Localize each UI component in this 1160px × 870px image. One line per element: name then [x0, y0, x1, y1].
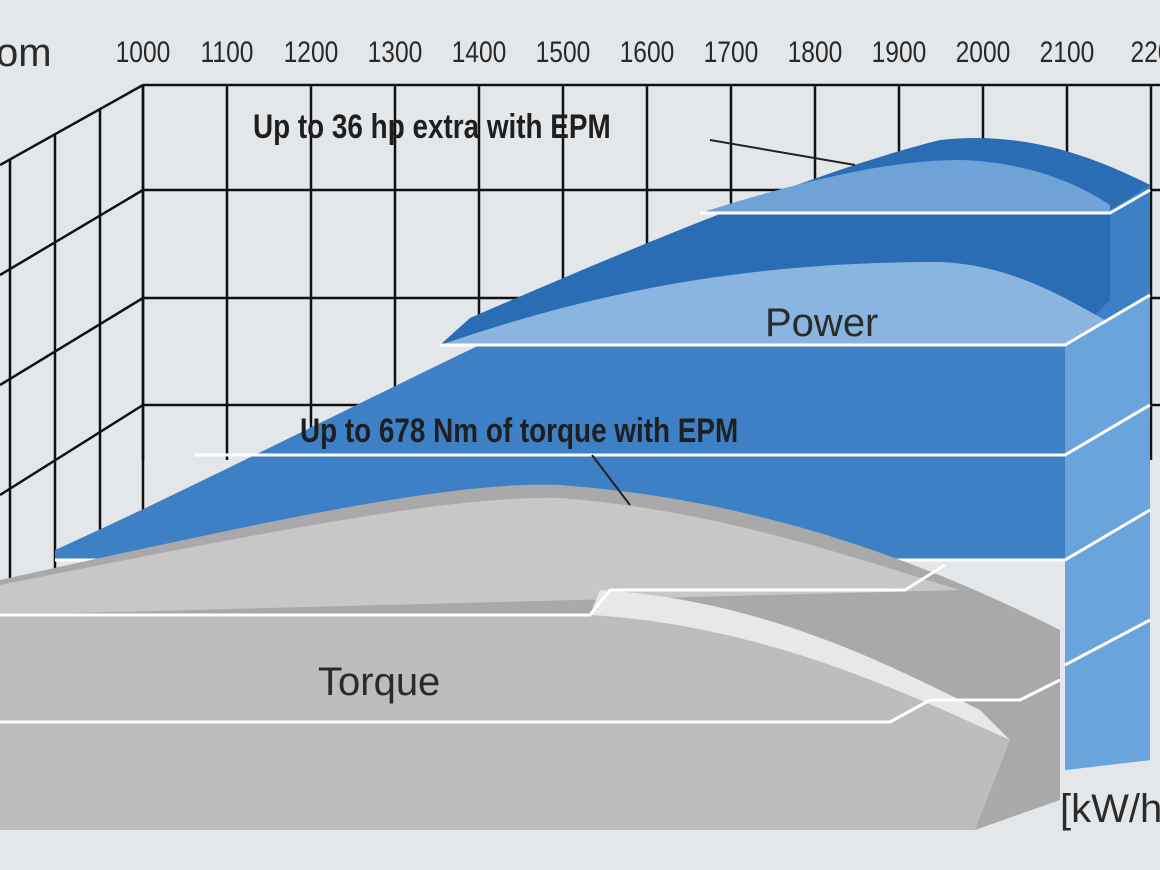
power-shape [55, 138, 1151, 771]
x-tick-label: 1300 [368, 35, 423, 69]
grid-line [0, 188, 144, 277]
axis-label: om [0, 31, 52, 75]
x-tick-label: 1900 [872, 35, 927, 69]
x-tick-label: 1400 [452, 35, 507, 69]
x-tick-label: 1100 [201, 35, 254, 69]
x-tick-label: 1700 [704, 35, 759, 69]
x-tick-label: 1500 [536, 35, 591, 69]
annotation: Up to 36 hp extra with EPM [253, 107, 611, 145]
x-tick-label: 2100 [1040, 35, 1095, 69]
torque-highlight [590, 590, 1010, 740]
power-top [440, 262, 1105, 345]
annotation: Power [765, 301, 878, 345]
torque-shape [0, 484, 1061, 830]
x-tick-label: 1200 [284, 35, 339, 69]
grid-line [0, 403, 144, 497]
torque-lines [0, 563, 1061, 724]
leader-line [591, 454, 631, 506]
unit-label: [kW/h [1060, 787, 1160, 831]
x-tick-label: 220 [1130, 35, 1160, 69]
x-tick-label: 1800 [788, 35, 843, 69]
power-epm-top [700, 160, 1110, 213]
leader-line [709, 139, 856, 166]
x-tick-label: 1600 [620, 35, 675, 69]
power-lines [55, 188, 1151, 667]
annotation: Up to 678 Nm of torque with EPM [300, 411, 738, 449]
annotation: Torque [318, 660, 440, 704]
power-side [1065, 295, 1150, 770]
x-tick-label: 1000 [116, 35, 171, 69]
x-tick-label: 2000 [956, 35, 1011, 69]
grid-line [0, 296, 144, 387]
grid-line [0, 83, 144, 167]
torque-top [0, 497, 960, 615]
